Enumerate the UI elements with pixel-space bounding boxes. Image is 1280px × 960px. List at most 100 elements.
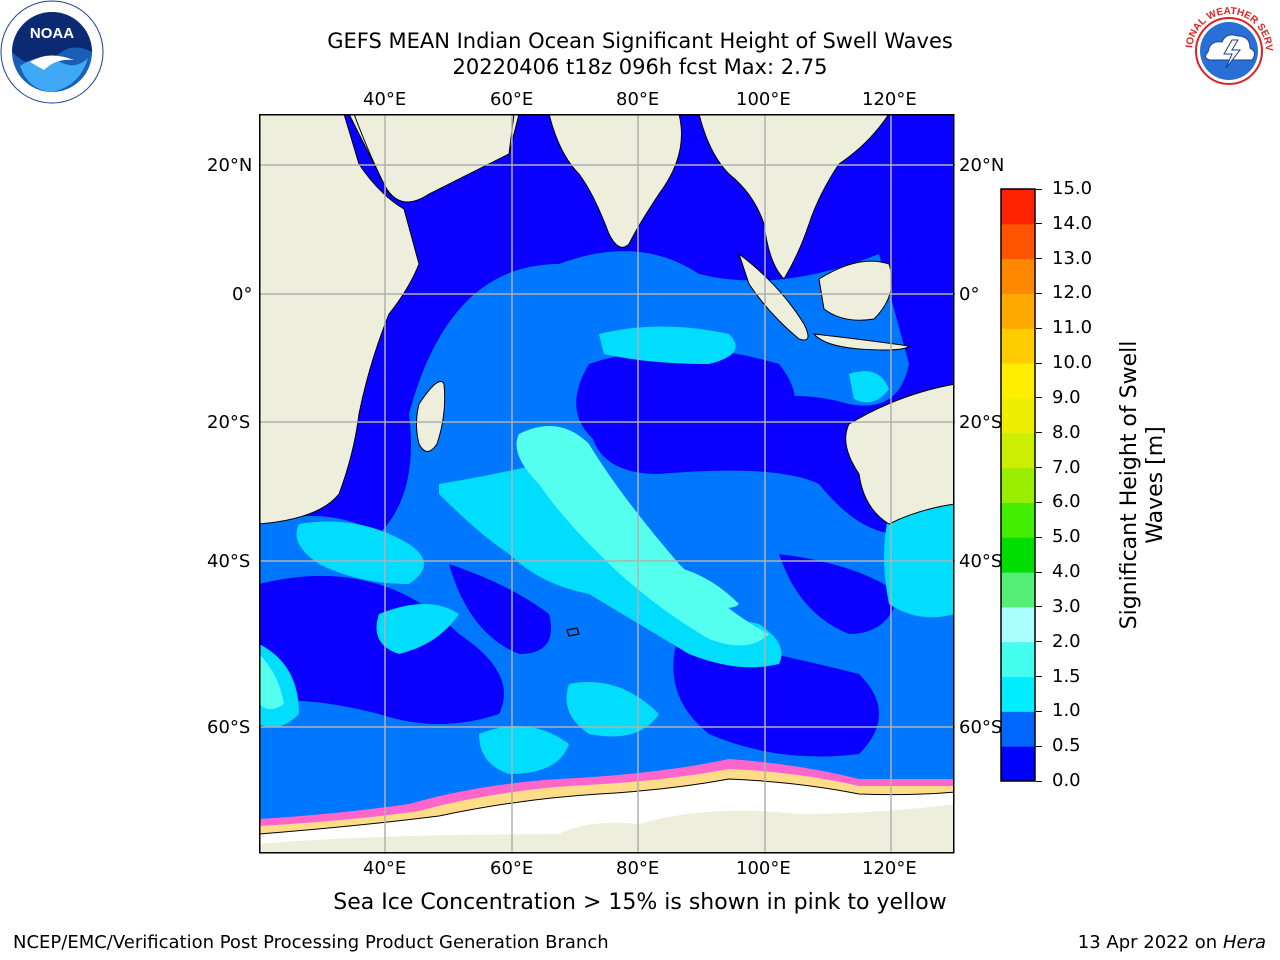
lat-tick-left: 20°S [207, 412, 251, 433]
colorbar-segment [1001, 293, 1035, 329]
colorbar-tick-mark [1036, 467, 1042, 469]
lon-tick-top: 80°E [616, 89, 660, 110]
colorbar-tick-mark [1036, 501, 1042, 503]
land-antarctica [259, 804, 954, 853]
colorbar-tick-mark [1036, 258, 1042, 260]
colorbar-segment [1001, 328, 1035, 364]
colorbar-tick-mark [1036, 676, 1042, 678]
colorbar-segment [1001, 258, 1035, 294]
colorbar-tick-label: 2.0 [1052, 630, 1081, 652]
lat-tick-right: 20°N [959, 155, 1005, 176]
svg-text:NOAA: NOAA [30, 25, 74, 42]
swell-band-1-1p5-west [296, 521, 424, 584]
lon-tick-bottom: 80°E [616, 858, 660, 879]
lat-tick-left: 40°S [207, 551, 251, 572]
colorbar-tick-label: 12.0 [1052, 282, 1093, 304]
lat-tick-left: 60°S [207, 717, 251, 738]
lat-tick-right: 0° [959, 284, 980, 305]
colorbar-segment [1001, 189, 1035, 225]
swell-height-map [259, 114, 955, 854]
footer-date-text: 13 Apr 2022 on [1077, 932, 1223, 953]
lat-tick-left: 0° [232, 284, 253, 305]
map-frame [259, 114, 955, 854]
land-sumatra [738, 252, 809, 341]
colorbar-segment [1001, 572, 1035, 608]
colorbar [1000, 188, 1036, 782]
swell-band-0-0p5-pocket [576, 349, 795, 459]
swell-band-1-1p5-north [599, 326, 736, 364]
land-java [812, 333, 910, 351]
swell-band-0-0p5-south [259, 575, 504, 724]
colorbar-tick-mark [1036, 188, 1042, 190]
colorbar-tick-label: 11.0 [1052, 317, 1093, 339]
colorbar-tick-label: 0.0 [1052, 770, 1081, 791]
colorbar-tick-mark [1036, 710, 1042, 712]
colorbar-segment [1001, 676, 1035, 712]
colorbar-tick-label: 9.0 [1052, 386, 1081, 408]
colorbar-segment [1001, 606, 1035, 643]
colorbar-segment [1001, 467, 1035, 503]
colorbar-tick-label: 15.0 [1052, 178, 1093, 199]
colorbar-tick-mark [1036, 397, 1042, 399]
colorbar-tick-mark [1036, 780, 1042, 782]
footer-branch: NCEP/EMC/Verification Post Processing Pr… [13, 932, 609, 953]
national-weather-service-logo-icon: NATIONAL WEATHER SERVICE [1178, 0, 1278, 100]
colorbar-tick-mark [1036, 223, 1042, 225]
footer-date: 13 Apr 2022 on Hera [1078, 932, 1266, 953]
colorbar-tick-label: 0.5 [1052, 735, 1081, 757]
map-subtitle: 20220406 t18z 096h fcst Max: 2.75 [452, 55, 828, 79]
colorbar-tick-mark [1036, 432, 1042, 434]
colorbar-tick-mark [1036, 745, 1042, 747]
lat-tick-right: 20°S [959, 412, 1003, 433]
colorbar-tick-label: 1.5 [1052, 665, 1081, 687]
footer-host: Hera [1222, 932, 1266, 953]
colorbar-tick-mark [1036, 327, 1042, 329]
sea-ice-note: Sea Ice Concentration > 15% is shown in … [333, 890, 947, 915]
land-australia [845, 383, 954, 525]
colorbar-segment [1001, 432, 1035, 469]
lon-tick-bottom: 120°E [862, 858, 917, 879]
colorbar-segment [1001, 502, 1035, 538]
land-india [548, 114, 682, 248]
colorbar-tick-label: 5.0 [1052, 526, 1081, 548]
lon-tick-top: 40°E [363, 89, 407, 110]
lon-tick-top: 100°E [736, 89, 791, 110]
swell-band-1p5-2-east [649, 564, 739, 608]
colorbar-segment [1001, 537, 1035, 573]
land-madagascar [416, 381, 446, 452]
swell-band-0-0p5-mid [449, 564, 551, 654]
colorbar-tick-label: 3.0 [1052, 595, 1081, 617]
map-gridlines [259, 114, 955, 854]
swell-band-0-0p5-east [779, 554, 899, 634]
colorbar-tick-mark [1036, 606, 1042, 608]
map-title: GEFS MEAN Indian Ocean Significant Heigh… [327, 29, 953, 53]
swell-band-1-1p5-east [884, 500, 954, 618]
colorbar-tick-mark [1036, 641, 1042, 643]
swell-band-1-1p5-ne [849, 371, 889, 403]
colorbar-label-line2: Waves [m] [1143, 426, 1168, 544]
colorbar-tick-mark [1036, 292, 1042, 294]
lon-tick-top: 120°E [862, 89, 917, 110]
swell-band-1-1p5-south3 [479, 726, 569, 774]
lon-tick-top: 60°E [490, 89, 534, 110]
colorbar-tick-mark [1036, 362, 1042, 364]
lon-tick-bottom: 100°E [736, 858, 791, 879]
colorbar-frame [1000, 188, 1036, 782]
colorbar-tick-label: 13.0 [1052, 247, 1093, 269]
lat-tick-right: 60°S [959, 717, 1003, 738]
colorbar-tick-label: 14.0 [1052, 212, 1093, 234]
colorbar-tick-label: 6.0 [1052, 491, 1081, 513]
swell-band-1-1p5-south [376, 604, 459, 654]
land-kerguelen [566, 627, 580, 637]
swell-band-1-1p5-south2 [566, 682, 659, 737]
colorbar-tick-label: 8.0 [1052, 421, 1081, 443]
lon-tick-bottom: 60°E [490, 858, 534, 879]
colorbar-tick-label: 4.0 [1052, 561, 1081, 583]
swell-band-1p5-2-west [259, 654, 284, 709]
colorbar-segment [1001, 746, 1035, 782]
colorbar-segment [1001, 397, 1035, 434]
lat-tick-right: 40°S [959, 551, 1003, 572]
colorbar-tick-mark [1036, 536, 1042, 538]
colorbar-tick-mark [1036, 571, 1042, 573]
colorbar-segment [1001, 641, 1035, 678]
